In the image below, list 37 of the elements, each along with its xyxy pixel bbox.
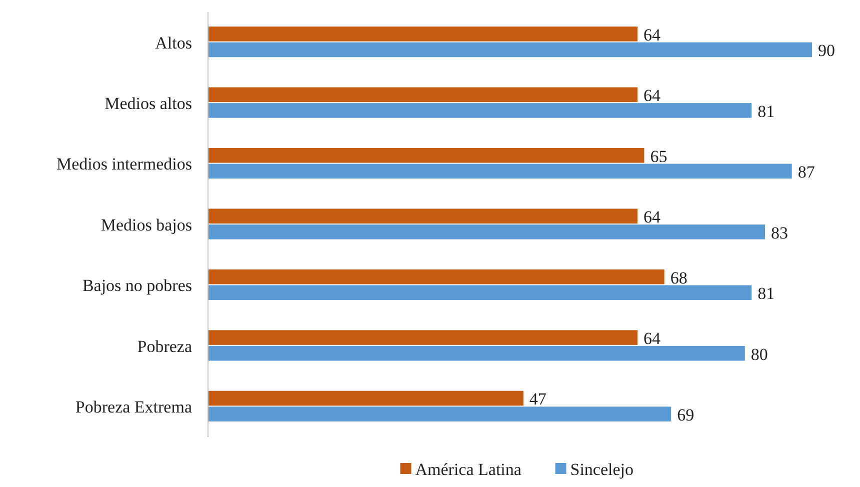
y-tick-label: Bajos no pobres <box>82 276 192 296</box>
data-label: 90 <box>818 41 835 60</box>
bar <box>208 406 672 422</box>
bar <box>208 26 638 42</box>
data-label: 47 <box>529 390 547 409</box>
bar <box>208 346 745 361</box>
bar <box>208 390 524 406</box>
data-label: 87 <box>798 162 816 182</box>
data-label: 81 <box>758 102 775 121</box>
bar <box>208 87 638 102</box>
y-tick-label: Pobreza <box>137 336 192 356</box>
bar <box>208 285 752 300</box>
data-label: 81 <box>758 284 775 304</box>
y-tick-label: Medios bajos <box>100 215 192 234</box>
data-label: 69 <box>677 405 694 424</box>
data-label: 68 <box>670 268 688 288</box>
data-label: 64 <box>644 86 662 106</box>
bar <box>208 164 792 179</box>
bar <box>208 103 752 118</box>
legend-label: Sincelejo <box>570 460 634 479</box>
y-tick-label: Pobreza Extrema <box>75 398 192 417</box>
data-label: 64 <box>644 208 662 227</box>
bar <box>208 269 664 284</box>
y-tick-label: Altos <box>155 33 192 52</box>
data-label: 65 <box>650 146 668 166</box>
bar <box>208 224 766 240</box>
bar <box>208 42 812 58</box>
data-label: 83 <box>771 223 788 242</box>
bar <box>208 208 638 224</box>
y-tick-label: Medios intermedios <box>56 154 192 174</box>
data-label: 64 <box>644 25 662 44</box>
data-label: 64 <box>644 328 662 348</box>
legend-label: América Latina <box>415 460 522 479</box>
bar <box>208 148 644 163</box>
y-tick-label: Medios altos <box>104 94 192 114</box>
bar <box>208 330 638 345</box>
data-label: 80 <box>750 344 768 364</box>
